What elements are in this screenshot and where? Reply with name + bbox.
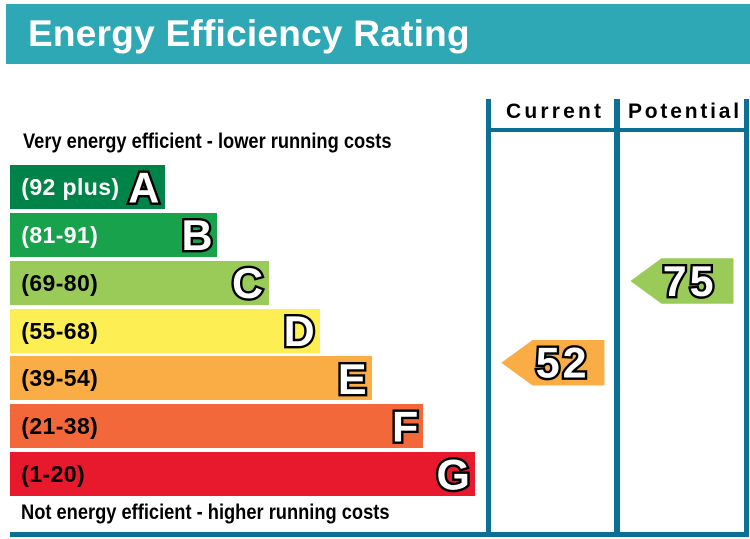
svg-text:C: C bbox=[232, 260, 263, 308]
svg-text:A: A bbox=[128, 165, 159, 213]
svg-text:75: 75 bbox=[663, 258, 717, 306]
svg-text:B: B bbox=[182, 212, 213, 260]
svg-text:D: D bbox=[284, 308, 315, 356]
svg-text:E: E bbox=[338, 356, 367, 404]
svg-text:52: 52 bbox=[536, 339, 590, 387]
svg-text:G: G bbox=[436, 452, 469, 500]
svg-text:F: F bbox=[392, 404, 418, 452]
